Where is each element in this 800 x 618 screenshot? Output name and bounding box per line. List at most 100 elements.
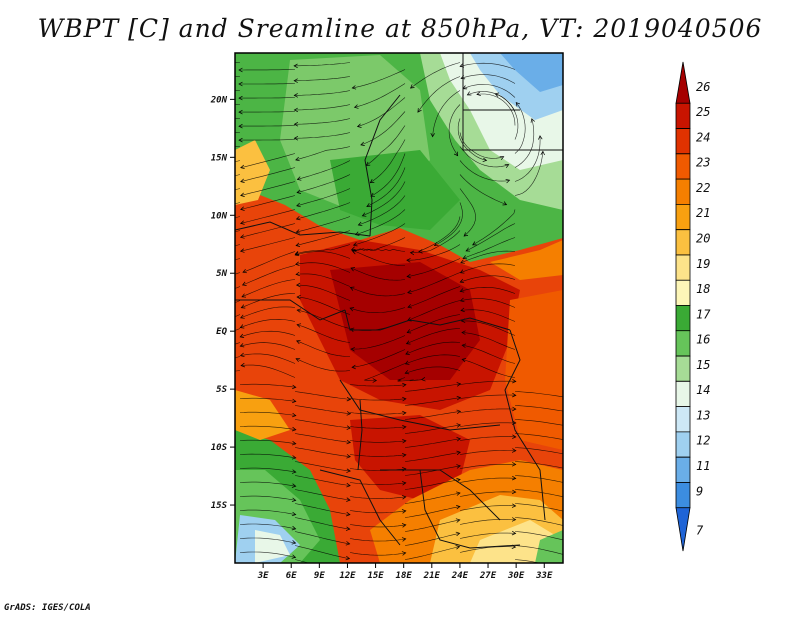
streamline-arrow	[184, 117, 188, 121]
colorbar-swatch	[675, 456, 691, 483]
streamline	[240, 167, 296, 182]
streamline-arrow	[295, 271, 301, 277]
streamline	[297, 160, 351, 180]
streamline-arrow	[239, 324, 245, 329]
streamline	[351, 249, 405, 266]
streamline	[404, 533, 460, 546]
streamline	[294, 90, 351, 96]
streamline	[240, 237, 296, 252]
streamline	[239, 467, 296, 473]
streamline	[295, 244, 351, 255]
streamline	[404, 546, 460, 560]
streamline-arrow	[567, 481, 571, 485]
streamline	[514, 517, 563, 526]
streamline-arrow	[240, 164, 245, 170]
streamline	[349, 524, 406, 528]
streamline-arrow	[238, 123, 243, 129]
streamline-arrow	[472, 241, 477, 246]
streamline	[432, 90, 461, 137]
streamline-arrow	[456, 382, 462, 387]
streamline-arrow	[296, 294, 301, 300]
streamline	[239, 397, 296, 402]
streamline	[296, 216, 351, 233]
colorbar-label: 20	[696, 232, 710, 246]
streamline	[294, 391, 351, 400]
streamline	[239, 69, 296, 71]
streamline-arrow	[511, 462, 517, 467]
streamline	[460, 298, 516, 308]
streamline-arrow	[184, 131, 188, 135]
streamline	[294, 433, 351, 443]
streamline	[459, 519, 516, 525]
streamline	[349, 398, 406, 401]
streamline-arrow	[238, 137, 243, 143]
map-frame	[234, 52, 564, 564]
streamline-arrow	[511, 517, 517, 522]
streamline-arrow	[239, 248, 245, 253]
lon-tick-label: 18E	[396, 571, 413, 581]
streamline-arrow	[218, 377, 222, 381]
streamline-arrow	[291, 398, 297, 404]
streamline	[407, 314, 461, 333]
streamline-arrow	[366, 202, 371, 208]
streamline-arrow	[456, 477, 461, 483]
streamline	[404, 492, 461, 504]
streamline-arrow	[238, 109, 243, 115]
streamline-arrow	[512, 379, 517, 384]
lat-tick-label: EQ	[216, 327, 227, 337]
streamline	[294, 419, 351, 429]
streamline-arrow	[566, 539, 570, 543]
streamline	[235, 286, 241, 289]
streamline	[476, 93, 516, 126]
colorbar-swatch	[675, 153, 691, 180]
streamline-arrow	[356, 123, 362, 128]
streamline	[239, 97, 296, 99]
streamline-arrow	[294, 261, 300, 266]
colorbar-label: 23	[696, 156, 710, 170]
colorbar-label: 9	[696, 484, 703, 498]
streamline-arrow	[511, 448, 517, 453]
streamline-arrow	[240, 192, 245, 197]
streamline	[459, 408, 516, 413]
streamline	[296, 188, 351, 207]
streamline	[235, 244, 241, 247]
streamline-arrow	[241, 293, 247, 298]
streamline-arrow	[186, 213, 190, 217]
streamline-arrow	[346, 497, 351, 502]
streamline	[295, 146, 351, 161]
streamline	[410, 230, 461, 253]
streamline-arrow	[188, 346, 192, 350]
streamline-arrow	[369, 179, 375, 184]
streamline	[417, 76, 461, 113]
streamline	[459, 477, 516, 483]
streamline-arrow	[346, 439, 352, 445]
streamline-arrow	[186, 199, 190, 203]
streamline	[406, 244, 461, 261]
streamline-arrow	[459, 278, 465, 284]
colorbar-label: 14	[696, 383, 710, 397]
streamline	[295, 262, 351, 273]
lon-tick-label: 24E	[451, 571, 469, 581]
streamline	[514, 135, 541, 182]
streamline-arrow	[505, 178, 511, 184]
streamline	[235, 356, 241, 359]
streamline	[405, 341, 461, 355]
streamline-arrow	[420, 377, 426, 382]
streamline	[404, 438, 461, 448]
wbpt-field	[235, 53, 563, 563]
colorbar-label: 13	[696, 408, 710, 422]
streamline	[459, 532, 516, 539]
colorbar-label: 16	[696, 333, 710, 347]
streamline-arrow	[351, 246, 356, 251]
streamline-arrow	[404, 370, 410, 375]
streamline-arrow	[188, 373, 192, 377]
streamline	[240, 195, 296, 210]
streamline-arrow	[567, 424, 571, 428]
streamline	[294, 461, 351, 472]
streamline-arrow	[291, 455, 297, 460]
streamline-arrow	[184, 103, 188, 107]
streamline	[239, 139, 296, 141]
streamline-arrow	[402, 438, 407, 444]
streamline-arrow	[295, 156, 300, 162]
